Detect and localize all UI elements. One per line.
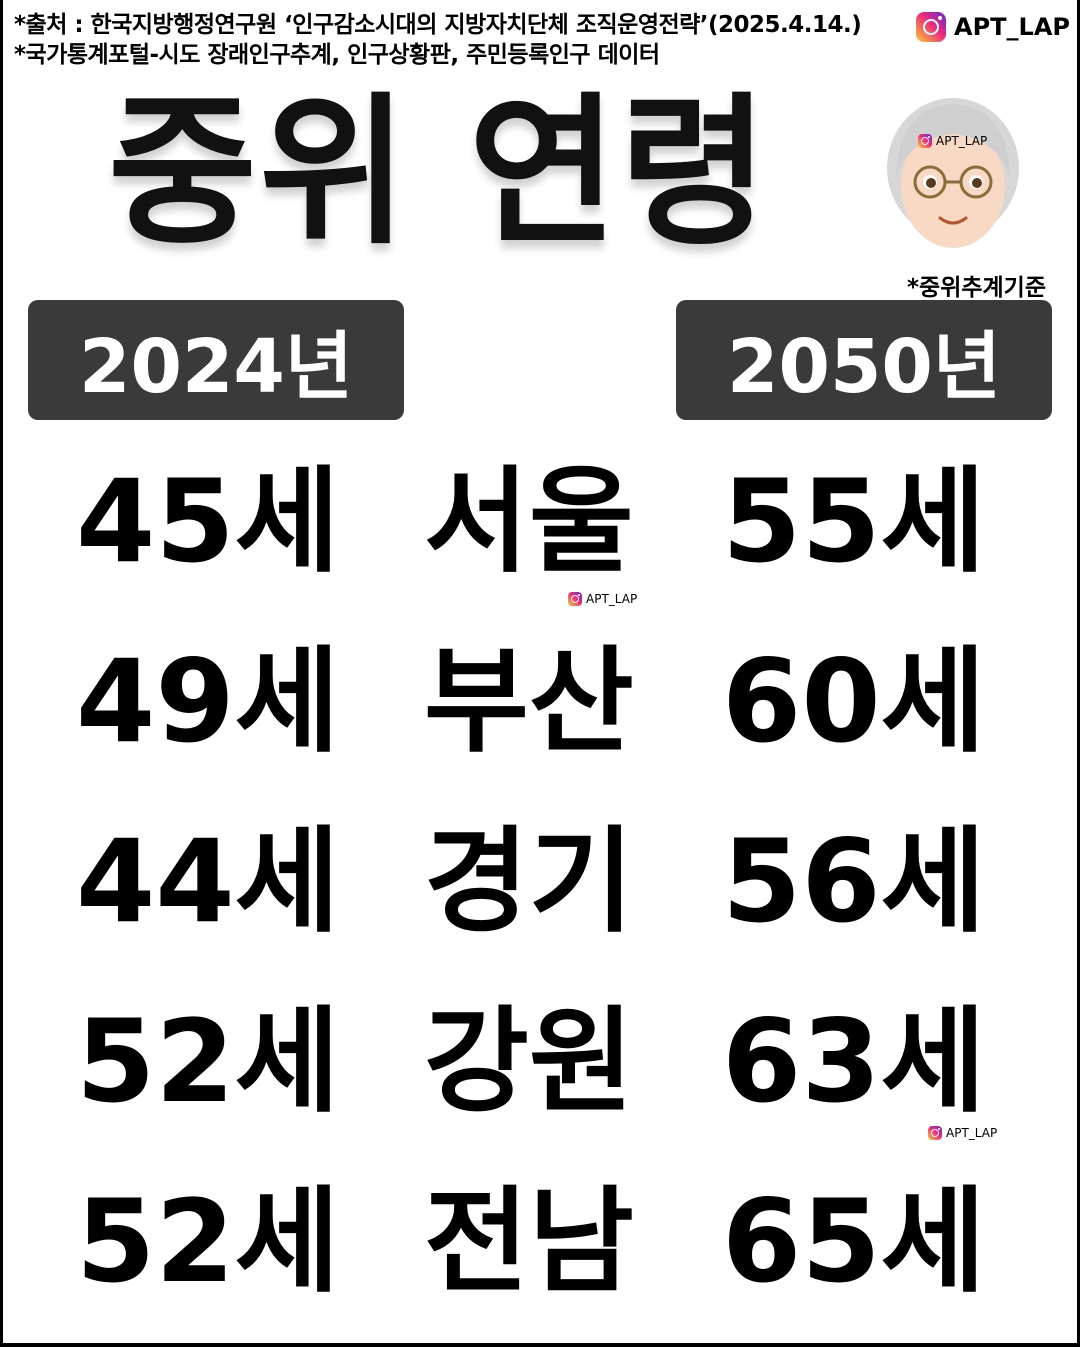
instagram-handle-text: APT_LAP (954, 13, 1070, 41)
source-line-1: *출처 : 한국지방행정연구원 ‘인구감소시대의 지방자치단체 조직운영전략’(… (14, 12, 862, 38)
row-watermark: APT_LAP (568, 592, 637, 606)
age-2050: 63세 (722, 995, 986, 1128)
age-2050: 55세 (722, 455, 986, 588)
age-2024: 44세 (76, 815, 340, 948)
watermark-text: APT_LAP (936, 134, 988, 148)
region-name: 서울 (424, 455, 634, 588)
instagram-icon (568, 592, 582, 606)
age-2050: 60세 (722, 635, 986, 768)
row-watermark: APT_LAP (928, 1126, 997, 1140)
face-watermark: APT_LAP (918, 134, 987, 148)
age-2024: 52세 (76, 1175, 340, 1308)
year-badge-2050: 2050년 (676, 300, 1052, 420)
age-2024: 49세 (76, 635, 340, 768)
page-title: 중위 연령 (108, 79, 771, 267)
instagram-icon (918, 134, 932, 148)
age-2050: 56세 (722, 815, 986, 948)
region-name: 부산 (424, 635, 634, 768)
age-2024: 52세 (76, 995, 340, 1128)
table-row: 49세 부산 60세 (0, 632, 1080, 802)
instagram-icon (916, 12, 946, 42)
region-name: 경기 (424, 815, 634, 948)
region-name: 강원 (424, 995, 634, 1128)
elderly-face-icon (887, 98, 1019, 248)
year-badge-2024: 2024년 (28, 300, 404, 420)
region-name: 전남 (424, 1175, 634, 1308)
watermark-text: APT_LAP (586, 592, 638, 606)
source-line-2: *국가통계포털-시도 장래인구추계, 인구상황판, 주민등록인구 데이터 (14, 42, 660, 68)
watermark-text: APT_LAP (946, 1126, 998, 1140)
age-2024: 45세 (76, 455, 340, 588)
table-row: 52세 전남 65세 (0, 1172, 1080, 1342)
source-note: *출처 : 한국지방행정연구원 ‘인구감소시대의 지방자치단체 조직운영전략’(… (14, 10, 862, 70)
age-2050: 65세 (722, 1175, 986, 1308)
instagram-icon (928, 1126, 942, 1140)
instagram-handle[interactable]: APT_LAP (916, 12, 1070, 42)
projection-note: *중위추계기준 (907, 275, 1046, 301)
table-row: 44세 경기 56세 (0, 812, 1080, 982)
table-row: 52세 강원 63세 (0, 992, 1080, 1162)
table-row: 45세 서울 55세 (0, 452, 1080, 622)
